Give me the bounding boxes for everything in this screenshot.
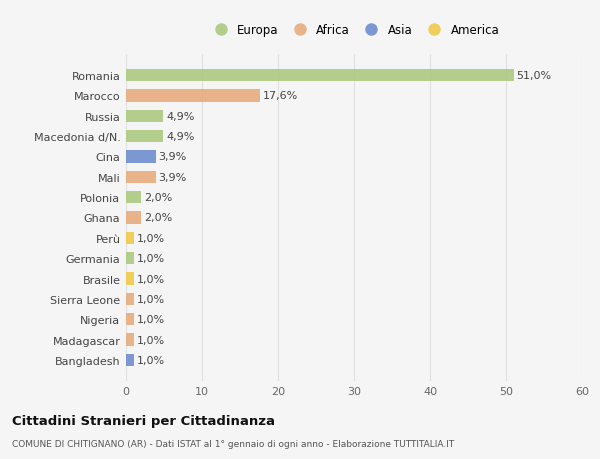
Text: 4,9%: 4,9%	[166, 112, 194, 122]
Text: 3,9%: 3,9%	[158, 173, 187, 182]
Text: 2,0%: 2,0%	[144, 193, 172, 203]
Text: 1,0%: 1,0%	[137, 355, 165, 365]
Text: Cittadini Stranieri per Cittadinanza: Cittadini Stranieri per Cittadinanza	[12, 414, 275, 428]
Text: 1,0%: 1,0%	[137, 254, 165, 263]
Text: 2,0%: 2,0%	[144, 213, 172, 223]
Bar	[126, 171, 155, 184]
Bar	[126, 192, 141, 204]
Text: 1,0%: 1,0%	[137, 233, 165, 243]
Text: 3,9%: 3,9%	[158, 152, 187, 162]
Text: 4,9%: 4,9%	[166, 132, 194, 142]
Bar	[126, 293, 134, 305]
Text: 1,0%: 1,0%	[137, 335, 165, 345]
Text: 51,0%: 51,0%	[517, 71, 552, 81]
Text: COMUNE DI CHITIGNANO (AR) - Dati ISTAT al 1° gennaio di ogni anno - Elaborazione: COMUNE DI CHITIGNANO (AR) - Dati ISTAT a…	[12, 439, 454, 448]
Bar	[126, 252, 134, 265]
Legend: Europa, Africa, Asia, America: Europa, Africa, Asia, America	[206, 22, 502, 39]
Bar	[126, 70, 514, 82]
Bar	[126, 151, 155, 163]
Bar	[126, 131, 163, 143]
Bar	[126, 273, 134, 285]
Bar	[126, 212, 141, 224]
Bar	[126, 354, 134, 366]
Bar	[126, 90, 260, 102]
Bar	[126, 334, 134, 346]
Bar	[126, 111, 163, 123]
Text: 1,0%: 1,0%	[137, 314, 165, 325]
Text: 1,0%: 1,0%	[137, 274, 165, 284]
Bar	[126, 313, 134, 325]
Bar	[126, 232, 134, 244]
Text: 17,6%: 17,6%	[263, 91, 298, 101]
Text: 1,0%: 1,0%	[137, 294, 165, 304]
